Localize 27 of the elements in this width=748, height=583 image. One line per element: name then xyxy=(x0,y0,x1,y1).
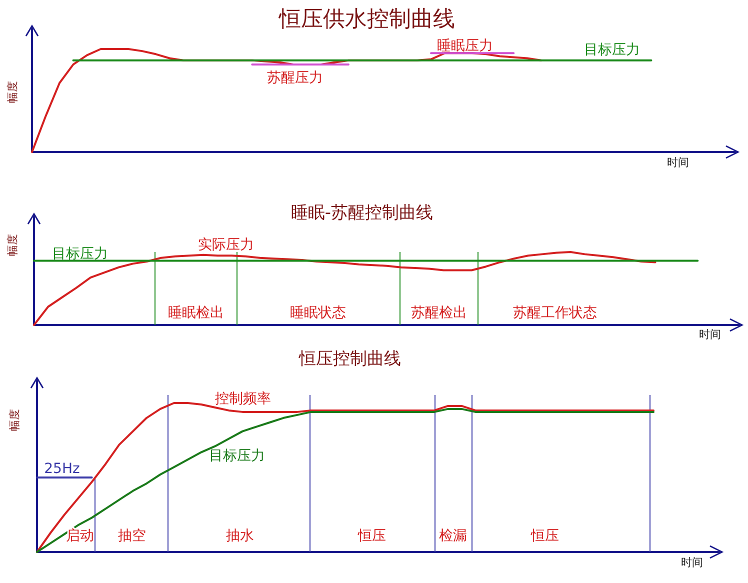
y-axis-title: 幅度 xyxy=(8,409,21,431)
x-axis-title: 时间 xyxy=(699,328,721,341)
series-label: 目标压力 xyxy=(209,448,265,464)
y-axis-title: 幅度 xyxy=(6,234,19,256)
series-label: 25Hz xyxy=(44,461,80,477)
x-axis-title: 时间 xyxy=(681,556,703,569)
annotation: 启动 xyxy=(66,528,94,544)
chart-title: 恒压供水控制曲线 xyxy=(278,7,455,32)
series-label: 目标压力 xyxy=(52,246,108,262)
chart-title: 恒压控制曲线 xyxy=(298,349,401,369)
series-label: 睡眠压力 xyxy=(437,38,493,54)
series-label: 实际压力 xyxy=(198,237,254,253)
annotation: 抽水 xyxy=(226,528,254,544)
annotation: 恒压 xyxy=(357,528,386,544)
annotation: 苏醒检出 xyxy=(411,305,467,321)
series-label: 目标压力 xyxy=(584,42,640,58)
annotation: 恒压 xyxy=(530,528,559,544)
y-axis-title: 幅度 xyxy=(6,81,19,103)
chart-title: 睡眠-苏醒控制曲线 xyxy=(290,203,434,223)
annotation: 睡眠状态 xyxy=(290,305,346,321)
x-axis-title: 时间 xyxy=(667,156,689,169)
annotation: 检漏 xyxy=(439,528,467,544)
annotation: 抽空 xyxy=(118,528,146,544)
annotation: 苏醒工作状态 xyxy=(513,305,597,321)
series-label: 苏醒压力 xyxy=(267,70,323,86)
series-label: 控制频率 xyxy=(215,391,271,407)
annotation: 睡眠检出 xyxy=(168,305,224,321)
